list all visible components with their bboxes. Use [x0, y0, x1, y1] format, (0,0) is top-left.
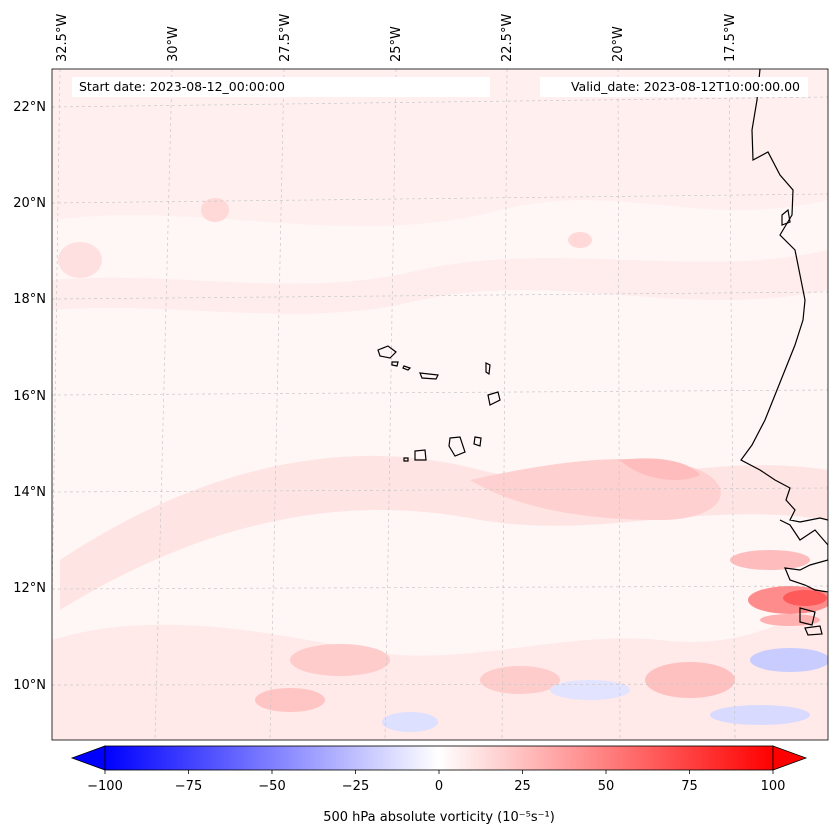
- colorbar-tick-label: 100: [761, 779, 786, 794]
- lat-label: 14°N: [13, 485, 46, 500]
- lat-label: 18°N: [13, 292, 46, 307]
- colorbar-body: [104, 745, 774, 771]
- vorticity-field: [52, 69, 828, 740]
- lat-label: 12°N: [13, 581, 46, 596]
- colorbar-extend-min: [70, 745, 106, 771]
- coastlines: [377, 69, 828, 636]
- colorbar-tick-label: −100: [87, 779, 123, 794]
- lon-label: 30°W: [166, 26, 181, 62]
- colorbar: −100 −75 −50 −25 0 25 50 75 100 500 hPa absolute…: [70, 745, 808, 825]
- lon-label: 17.5°W: [723, 14, 738, 62]
- colorbar-extend-max: [772, 745, 808, 771]
- lon-label: 20°W: [611, 26, 626, 62]
- colorbar-tick-label: 25: [514, 779, 531, 794]
- graticule: [52, 69, 828, 740]
- lon-label: 22.5°W: [500, 14, 515, 62]
- lat-label: 22°N: [13, 100, 46, 115]
- africa-coastline: [740, 69, 828, 523]
- lat-label: 10°N: [13, 678, 46, 693]
- longitude-labels: 32.5°W 30°W 27.5°W 25°W 22.5°W 20°W 17.5…: [55, 14, 738, 62]
- valid-date-label: Valid_date: 2023-08-12T10:00:00.00: [571, 79, 800, 94]
- lat-label: 16°N: [13, 389, 46, 404]
- colorbar-tick-label: 75: [681, 779, 698, 794]
- colorbar-tick-label: 0: [435, 779, 443, 794]
- lon-label: 25°W: [389, 26, 404, 62]
- colorbar-tick-label: −25: [342, 779, 369, 794]
- santo-antao: [377, 345, 397, 359]
- start-date-label: Start date: 2023-08-12_00:00:00: [79, 79, 285, 94]
- lat-label: 20°N: [13, 196, 46, 211]
- lon-label: 27.5°W: [278, 14, 293, 62]
- plot-frame: [51, 68, 829, 741]
- colorbar-tick-label: 50: [598, 779, 615, 794]
- colorbar-ticks: −100 −75 −50 −25 0 25 50 75 100: [87, 770, 785, 794]
- colorbar-tick-label: −50: [258, 779, 285, 794]
- latitude-labels: 22°N 20°N 18°N 16°N 14°N 12°N 10°N: [13, 100, 46, 693]
- colorbar-tick-label: −75: [175, 779, 202, 794]
- colorbar-label: 500 hPa absolute vorticity (10⁻⁵s⁻¹): [323, 810, 555, 825]
- lon-label: 32.5°W: [55, 14, 70, 62]
